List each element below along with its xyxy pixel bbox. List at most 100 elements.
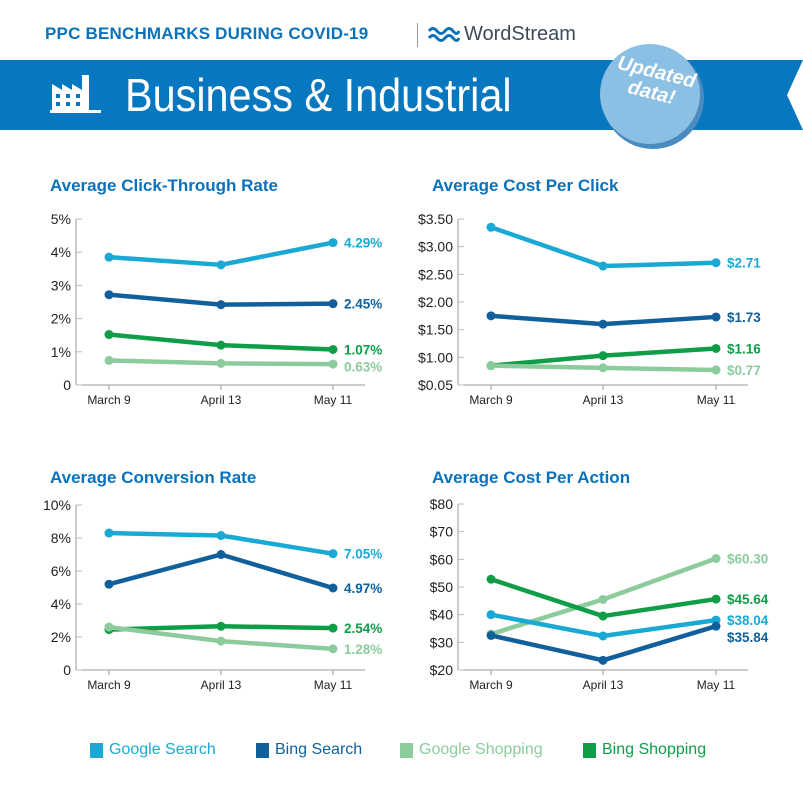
y-tick-label: 10% — [43, 497, 71, 513]
y-tick-label: $80 — [430, 496, 454, 512]
data-point — [711, 594, 721, 604]
end-value-label: 1.07% — [344, 342, 382, 357]
series-bing-search: $35.84 — [486, 621, 769, 665]
data-point — [104, 330, 114, 340]
chart-title: Average Click-Through Rate — [50, 176, 278, 195]
end-value-label: 7.05% — [344, 547, 382, 562]
data-point — [328, 299, 338, 309]
y-tick-label: $1.00 — [418, 349, 453, 365]
data-point — [711, 365, 721, 375]
series-google-search: 4.29% — [104, 236, 382, 270]
legend: Google Search Bing Search Google Shopping B… — [0, 741, 803, 763]
x-tick-label: March 9 — [87, 393, 131, 407]
data-point — [104, 290, 114, 300]
legend-swatch — [256, 742, 269, 758]
legend-swatch — [583, 742, 596, 758]
y-tick-label: 8% — [51, 530, 71, 546]
series-line — [490, 225, 717, 269]
data-point — [598, 351, 608, 361]
data-point — [598, 655, 608, 665]
legend-item: Bing Shopping — [583, 741, 706, 759]
chart-3: Average Conversion Rate 0 2% 4% 6% 8% 10% March… — [43, 468, 382, 692]
data-point — [598, 631, 608, 641]
series-google-search: $2.71 — [486, 222, 761, 271]
series-bing-search: $1.73 — [486, 310, 761, 329]
legend-label: Bing Shopping — [602, 741, 707, 758]
series-google-shopping: $60.30 — [486, 552, 768, 639]
data-point — [711, 554, 721, 564]
y-tick-label: $1.50 — [418, 322, 453, 338]
legend-label: Bing Search — [275, 741, 363, 758]
data-point — [711, 312, 721, 322]
legend-swatch — [400, 742, 413, 758]
legend-label: Google Shopping — [419, 741, 543, 758]
data-point — [598, 319, 608, 329]
data-point — [104, 579, 114, 589]
chart-4: Average Cost Per Action $20 $30 $40 $50 $60 $7… — [430, 468, 769, 692]
series-line — [490, 624, 717, 663]
x-tick-label: April 13 — [201, 678, 242, 692]
chart-1: Average Click-Through Rate 0 1% 2% 3% 4% 5% Mar… — [50, 176, 382, 407]
y-tick-label: 4% — [51, 596, 71, 612]
data-point — [486, 222, 496, 232]
end-value-label: $45.64 — [727, 592, 769, 607]
chart-title: Average Cost Per Action — [432, 468, 630, 487]
data-point — [486, 574, 496, 584]
x-tick-label: March 9 — [469, 393, 513, 407]
end-value-label: $35.84 — [727, 630, 769, 645]
page-title: Business & Industrial — [125, 69, 512, 121]
waves-icon — [428, 26, 460, 42]
x-tick-label: May 11 — [697, 393, 736, 407]
legend-item: Bing Search — [256, 741, 362, 759]
end-value-label: 2.54% — [344, 621, 382, 636]
y-tick-label: 2% — [51, 629, 71, 645]
series-google-shopping: 1.28% — [104, 622, 382, 657]
y-tick-label: 6% — [51, 563, 71, 579]
end-value-label: 1.28% — [344, 642, 382, 657]
data-point — [711, 621, 721, 631]
series-google-search: 7.05% — [104, 528, 382, 562]
legend-item: Google Search — [90, 741, 216, 759]
y-tick-label: $0.05 — [418, 377, 453, 393]
y-tick-label: 0 — [63, 662, 71, 678]
end-value-label: $0.77 — [727, 363, 761, 378]
x-tick-label: May 11 — [314, 393, 353, 407]
y-tick-label: $3.00 — [418, 239, 453, 255]
data-point — [328, 583, 338, 593]
data-point — [216, 300, 226, 310]
x-tick-label: May 11 — [697, 678, 736, 692]
y-tick-label: 5% — [51, 211, 71, 227]
data-point — [216, 636, 226, 646]
end-value-label: $60.30 — [727, 552, 768, 567]
y-tick-label: 0 — [63, 377, 71, 393]
factory-icon — [50, 75, 101, 113]
y-tick-label: 2% — [51, 311, 71, 327]
data-point — [104, 355, 114, 365]
x-tick-label: April 13 — [201, 393, 242, 407]
y-tick-label: $20 — [430, 662, 454, 678]
legend-label: Google Search — [109, 741, 216, 758]
x-tick-label: March 9 — [469, 678, 513, 692]
series-line — [108, 552, 334, 591]
data-point — [104, 528, 114, 538]
y-tick-label: $2.00 — [418, 294, 453, 310]
series-bing-shopping: $45.64 — [486, 574, 769, 621]
y-tick-label: $70 — [430, 524, 454, 540]
data-point — [598, 363, 608, 373]
legend-swatch — [90, 742, 103, 758]
x-tick-label: April 13 — [583, 393, 624, 407]
divider — [417, 23, 418, 47]
data-point — [486, 311, 496, 321]
data-point — [711, 258, 721, 268]
end-value-label: $2.71 — [727, 256, 761, 271]
series-google-shopping: 0.63% — [104, 355, 382, 374]
end-value-label: 4.29% — [344, 236, 382, 251]
y-tick-label: $60 — [430, 551, 454, 567]
data-point — [598, 594, 608, 604]
data-point — [216, 550, 226, 559]
end-value-label: $1.16 — [727, 341, 761, 356]
y-tick-label: $2.50 — [418, 266, 453, 282]
y-tick-label: $30 — [430, 634, 454, 650]
title-banner — [0, 60, 803, 130]
